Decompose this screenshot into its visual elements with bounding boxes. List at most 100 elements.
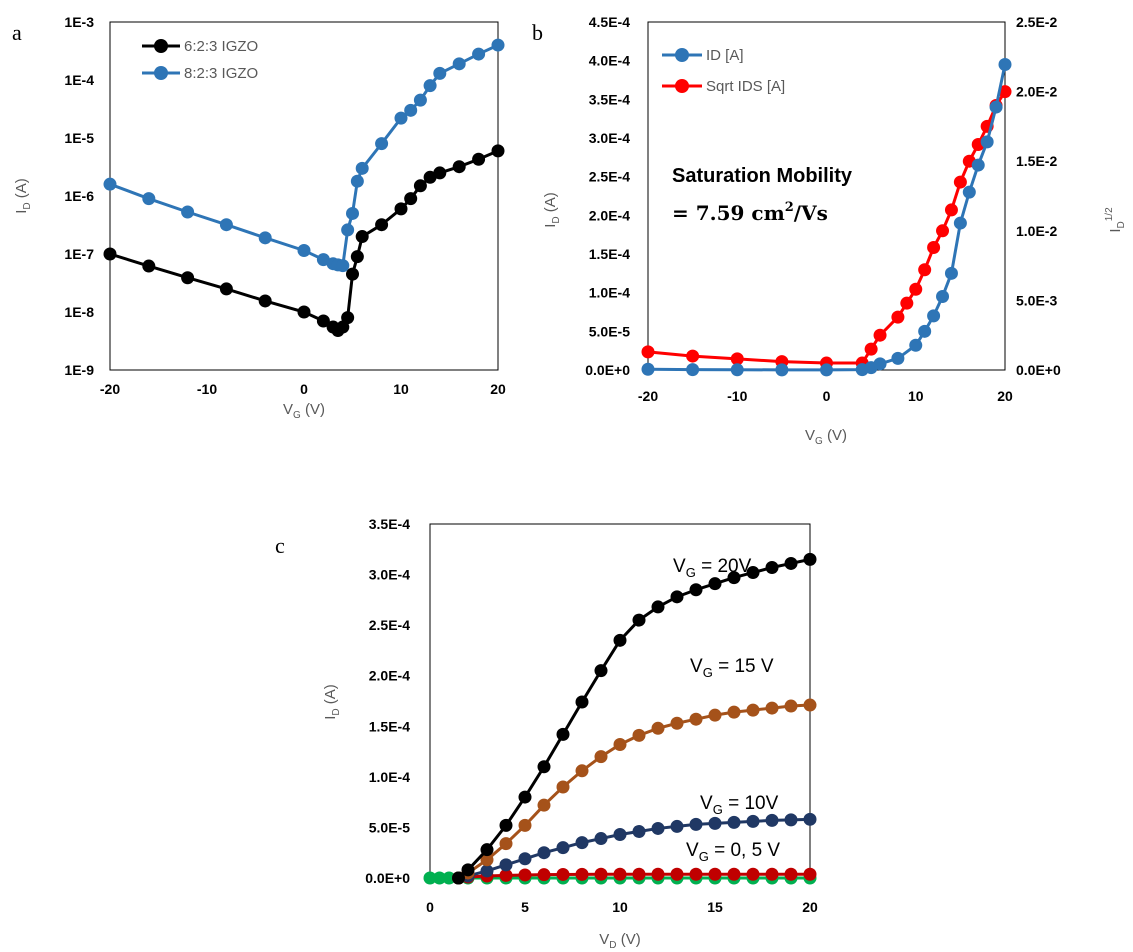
data-point-a-2-15 <box>375 137 389 151</box>
series-group-a <box>103 38 505 337</box>
data-point-c-2-15 <box>708 708 722 722</box>
data-point-a-1-14 <box>355 230 369 244</box>
data-point-c-1-18 <box>765 560 779 574</box>
data-point-b-1-4 <box>775 363 789 377</box>
y-tick-c-6: 2.5E-4 <box>369 617 410 633</box>
data-point-a-1-17 <box>404 192 418 206</box>
x-tick-labels-a: -20 -10 0 10 20 <box>100 381 506 397</box>
data-point-c-1-10 <box>613 633 627 647</box>
x-tick-a-2: -10 <box>197 381 217 397</box>
x-tick-a-1: -20 <box>100 381 120 397</box>
y-tick-b-6: 2.5E-4 <box>589 169 630 185</box>
data-point-c-5-1 <box>423 871 437 885</box>
data-point-c-1-5 <box>518 790 532 804</box>
legend-entry-a-2: 8:2:3 IGZO <box>142 65 258 82</box>
data-point-b-2-7 <box>864 342 878 356</box>
y-tick-b-7: 3.0E-4 <box>589 130 630 146</box>
data-point-c-4-7 <box>556 867 570 881</box>
data-point-c-3-14 <box>689 817 703 831</box>
legend-marker-b-2 <box>675 79 689 93</box>
data-point-a-2-17 <box>404 103 418 117</box>
data-point-a-1-4 <box>219 282 233 296</box>
data-point-c-3-3 <box>480 864 494 878</box>
data-point-c-3-10 <box>613 828 627 842</box>
x-tick-a-3: 0 <box>300 381 308 397</box>
data-point-b-1-2 <box>686 363 700 377</box>
x-axis-title-b: VG (V) <box>805 427 847 447</box>
data-point-a-1-19 <box>423 170 437 184</box>
data-point-c-3-11 <box>632 824 646 838</box>
data-point-a-1-21 <box>452 160 466 174</box>
data-point-a-1-6 <box>297 305 311 319</box>
data-point-b-1-11 <box>918 324 932 338</box>
data-point-a-1-18 <box>413 179 427 193</box>
x-tick-b-5: 20 <box>997 388 1013 404</box>
x-tick-c-3: 10 <box>612 899 628 915</box>
data-point-b-2-21 <box>998 85 1012 99</box>
series-b-2 <box>641 85 1012 370</box>
legend-label-b-2: Sqrt IDS [A] <box>706 78 785 95</box>
y-axis-title-a: ID (A) <box>13 178 33 214</box>
x-tick-labels-b: -20 -10 0 10 20 <box>638 388 1013 404</box>
data-point-c-3-19 <box>784 813 798 827</box>
mobility-annotation-value: = 7.59 cm2/Vs <box>672 200 828 225</box>
y-tick-a-1: 1E-9 <box>64 362 94 378</box>
data-point-c-4-5 <box>518 868 532 882</box>
y-tick-b-5: 2.0E-4 <box>589 207 630 223</box>
data-point-a-1-1 <box>103 247 117 261</box>
data-point-c-2-5 <box>518 818 532 832</box>
mobility-annotation-title: Saturation Mobility <box>672 165 853 187</box>
data-point-a-2-7 <box>316 253 330 267</box>
series-a-2 <box>103 38 505 273</box>
data-point-b-2-8 <box>873 328 887 342</box>
data-point-c-1-8 <box>575 695 589 709</box>
data-point-b-2-3 <box>730 352 744 366</box>
data-point-a-1-15 <box>375 218 389 232</box>
legend-entry-b-1: ID [A] <box>662 47 744 64</box>
data-point-c-4-11 <box>632 867 646 881</box>
data-point-b-1-12 <box>927 309 941 323</box>
x-tick-c-2: 5 <box>521 899 529 915</box>
data-point-c-1-20 <box>803 552 817 566</box>
legend-marker-a-1 <box>154 39 168 53</box>
data-point-c-1-7 <box>556 727 570 741</box>
x-tick-c-5: 20 <box>802 899 818 915</box>
data-point-c-2-13 <box>670 716 684 730</box>
data-point-c-2-11 <box>632 728 646 742</box>
data-point-c-1-16 <box>727 571 741 585</box>
x-tick-b-4: 10 <box>908 388 924 404</box>
data-point-a-2-1 <box>103 177 117 191</box>
data-point-c-5-2 <box>433 871 446 885</box>
data-point-c-1-15 <box>708 577 722 591</box>
data-point-c-4-16 <box>727 867 741 881</box>
data-point-b-2-1 <box>641 345 655 359</box>
data-point-c-3-18 <box>765 813 779 827</box>
data-point-b-2-12 <box>918 263 932 277</box>
data-point-b-2-13 <box>927 241 941 255</box>
data-point-c-1-6 <box>537 760 551 774</box>
data-point-a-2-21 <box>452 57 466 71</box>
data-point-c-1-19 <box>784 556 798 570</box>
series-a-1 <box>103 144 505 337</box>
data-point-b-1-14 <box>944 266 958 280</box>
legend-label-b-1: ID [A] <box>706 47 744 64</box>
legend-marker-a-2 <box>154 66 168 80</box>
y-tick-b-9: 4.0E-4 <box>589 53 630 69</box>
data-point-b-1-13 <box>936 290 950 304</box>
data-point-a-1-12 <box>346 267 359 281</box>
plot-area-b <box>647 21 1006 371</box>
data-point-b-1-8 <box>873 357 887 371</box>
data-point-a-1-7 <box>316 314 330 328</box>
data-point-b-1-3 <box>730 363 744 377</box>
y2-axis-title-b: ID1/2 <box>1104 207 1127 233</box>
chart-panel-c: 0.0E+0 5.0E-5 1.0E-4 1.5E-4 2.0E-4 2.5E-4 3.0E… <box>322 516 818 951</box>
series-line-b-2 <box>647 90 1007 365</box>
data-point-c-3-9 <box>594 832 608 846</box>
y-tick-c-8: 3.5E-4 <box>369 516 410 532</box>
data-point-c-3-6 <box>537 846 551 860</box>
series-b-1 <box>641 58 1012 377</box>
y2-tick-labels-b: 0.0E+0 5.0E-3 1.0E-2 1.5E-2 2.0E-2 2.5E-2 <box>1016 14 1061 378</box>
data-point-c-1-2 <box>461 863 475 877</box>
data-point-a-2-13 <box>350 174 364 188</box>
